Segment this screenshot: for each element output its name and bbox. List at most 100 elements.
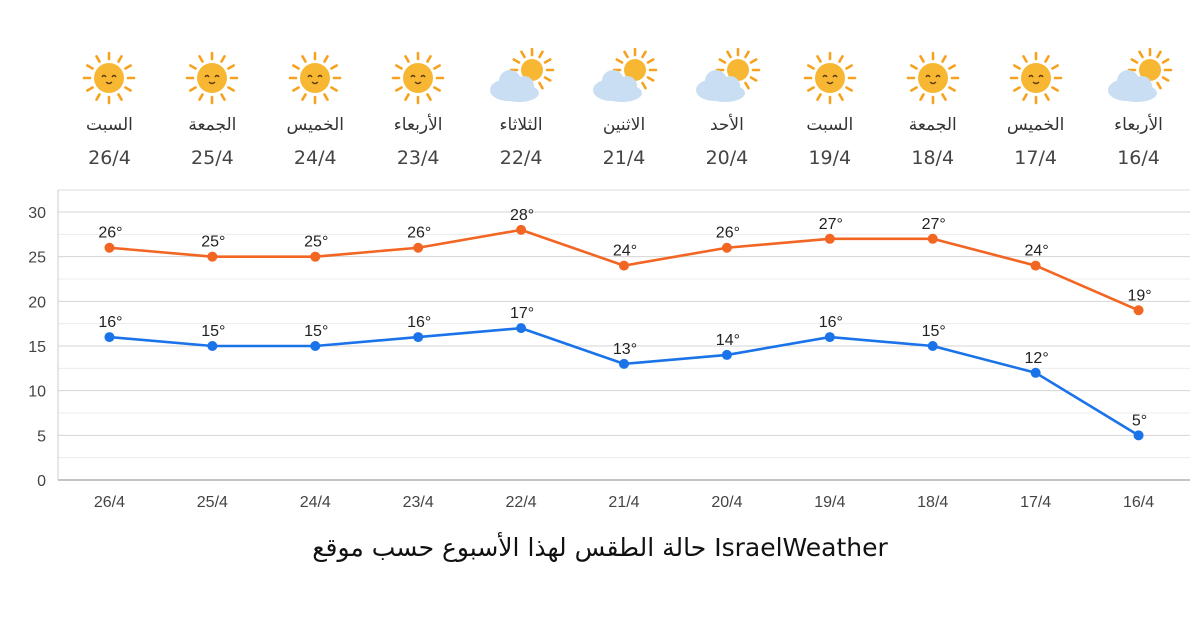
cloud-shape	[490, 70, 540, 102]
x-tick-label: 20/4	[711, 494, 742, 511]
forecast-day: الاثنين 21/4	[574, 48, 674, 170]
data-label: 19°	[1127, 287, 1151, 304]
axes: 0 5 10 15 20 25 30 26/4 25/4 24/4 23/4 22/4 21/4 20/4…	[28, 190, 1154, 511]
y-tick-label: 10	[28, 384, 46, 401]
x-tick-label: 21/4	[608, 494, 639, 511]
data-label: 15°	[304, 323, 328, 340]
chart-caption: حالة الطقس لهذا الأسبوع حسب موقع IsraelW…	[312, 533, 888, 562]
forecast-day-name: الاثنين	[602, 115, 646, 135]
data-point	[207, 251, 218, 262]
sun-face	[822, 74, 838, 85]
x-tick-label: 16/4	[1123, 494, 1154, 511]
y-tick-label: 15	[28, 339, 46, 356]
cloud-shape	[695, 70, 745, 102]
data-point	[310, 341, 321, 351]
data-label: 13°	[613, 341, 637, 358]
sun-icon	[186, 51, 239, 105]
data-point	[516, 323, 527, 334]
x-tick-label: 25/4	[197, 494, 228, 511]
data-label: 5°	[1132, 412, 1147, 429]
data-point	[619, 260, 629, 271]
data-label: 14°	[716, 332, 740, 349]
data-point	[1030, 260, 1041, 271]
data-point	[721, 242, 732, 253]
sun-rays	[288, 51, 342, 105]
forecast-day-name: السبت	[806, 115, 854, 135]
data-label: 16°	[98, 314, 122, 331]
forecast-day: الأربعاء 16/4	[1089, 48, 1189, 170]
forecast-day: الجمعة 25/4	[162, 48, 262, 170]
partly-cloudy-icon	[695, 48, 761, 102]
sun-disc	[300, 63, 331, 93]
forecast-day-date: 23/4	[396, 147, 440, 169]
sun-icon	[1009, 51, 1062, 105]
forecast-day-name: الجمعة	[188, 115, 237, 135]
forecast-day-date: 20/4	[705, 147, 749, 169]
data-label: 25°	[304, 234, 328, 251]
sun-icon	[391, 51, 445, 105]
data-label: 16°	[819, 314, 843, 331]
forecast-day: الأربعاء 23/4	[368, 48, 468, 170]
series	[104, 224, 1144, 441]
sun-disc	[624, 59, 646, 81]
forecast-day-name: الأربعاء	[1114, 115, 1163, 135]
sun-disc	[814, 63, 845, 93]
forecast-day: السبت 26/4	[59, 48, 159, 170]
data-point	[824, 332, 835, 343]
forecast-day-date: 18/4	[911, 147, 955, 169]
forecast-strip: السبت 26/4 الجمعة 25/4 الخميس 24/4 الأربعاء 23/…	[0, 0, 1200, 185]
sun-face	[1028, 74, 1044, 85]
partly-cloudy-icon	[593, 48, 658, 102]
y-tick-label: 20	[28, 294, 46, 311]
sun-disc	[1020, 63, 1051, 93]
data-label: 16°	[407, 314, 431, 331]
data-point	[310, 251, 321, 262]
sun-rays	[1009, 51, 1062, 105]
data-point	[104, 332, 115, 343]
data-point	[413, 332, 424, 343]
y-tick-label: 5	[37, 428, 46, 445]
x-tick-label: 24/4	[300, 494, 331, 511]
data-label: 15°	[922, 323, 946, 340]
forecast-day-date: 24/4	[293, 147, 337, 169]
forecast-day: الجمعة 18/4	[883, 48, 983, 170]
forecast-day-date: 26/4	[88, 147, 131, 169]
x-tick-label: 22/4	[506, 494, 537, 511]
sun-rays	[83, 51, 136, 105]
labels: 26° 25° 25° 26° 28° 24° 26° 27° 27° 24° 19° 16° 15° 1…	[98, 207, 1151, 429]
sun-face	[410, 74, 426, 85]
sun-disc	[197, 63, 228, 93]
y-tick-label: 25	[28, 250, 46, 267]
data-label: 27°	[922, 216, 946, 233]
forecast-day-name: الخميس	[1006, 115, 1065, 135]
data-point	[927, 233, 938, 244]
forecast-day: الثلاثاء 22/4	[471, 48, 571, 170]
data-label: 26°	[407, 225, 431, 242]
data-label: 24°	[613, 243, 637, 260]
sun-disc	[403, 63, 434, 93]
sun-face	[204, 74, 220, 85]
forecast-day: الأحد 20/4	[677, 48, 777, 170]
sun-icon	[83, 51, 136, 105]
data-label: 17°	[510, 305, 534, 322]
data-point	[104, 242, 115, 253]
forecast-day: الخميس 24/4	[265, 48, 365, 170]
data-point	[619, 358, 629, 369]
data-label: 12°	[1025, 350, 1049, 367]
cloud-shape	[593, 70, 642, 102]
sun-rays	[391, 51, 445, 105]
forecast-day: السبت 19/4	[780, 48, 880, 170]
x-tick-label: 26/4	[94, 494, 125, 511]
sun-disc	[917, 63, 948, 93]
forecast-day-name: الأحد	[709, 115, 744, 135]
sun-rays	[186, 51, 239, 105]
forecast-day-date: 17/4	[1014, 147, 1057, 169]
forecast-day-date: 21/4	[602, 147, 646, 169]
data-label: 15°	[201, 323, 225, 340]
forecast-day-name: الثلاثاء	[499, 115, 543, 135]
grid-lines	[58, 189, 1190, 481]
forecast-day-name: الخميس	[286, 115, 345, 135]
x-tick-label: 19/4	[814, 494, 845, 511]
data-point	[1030, 367, 1041, 378]
data-point	[516, 224, 527, 235]
